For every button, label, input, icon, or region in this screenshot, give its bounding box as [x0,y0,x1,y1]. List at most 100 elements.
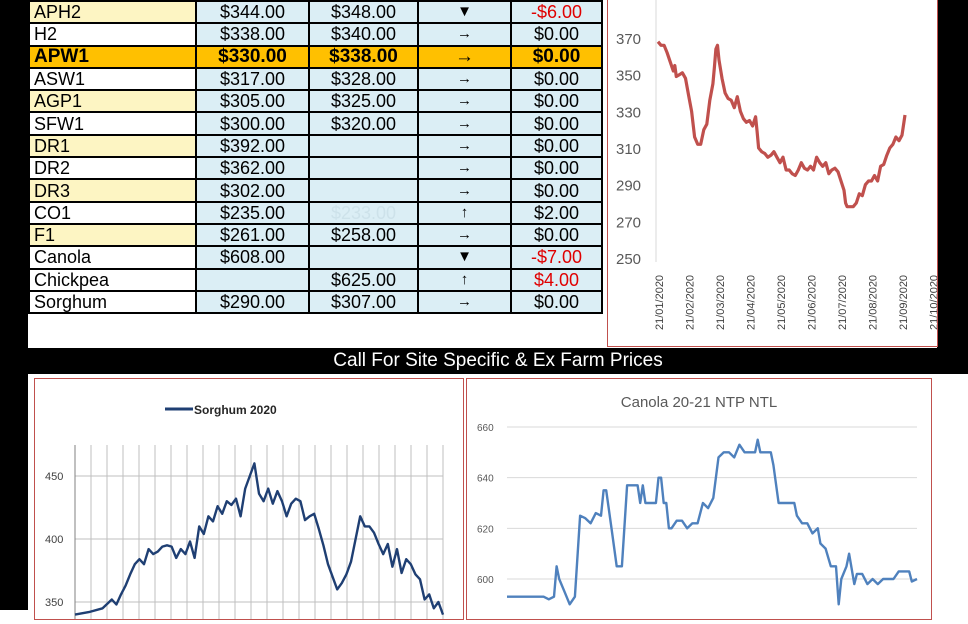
price-change: $0.00 [510,22,603,47]
price-cell-1: $302.00 [195,178,310,203]
commodity-name: CO1 [28,200,197,225]
price-cell-2: $307.00 [308,289,419,315]
trend-arrow: → [417,44,512,69]
commodity-name: SFW1 [28,111,197,136]
price-cell-1: $235.00 [195,200,310,225]
price-row: Chickpea $625.00 ↑ $4.00 [28,267,603,292]
price-cell-1: $330.00 [195,44,310,69]
y-tick-label: 600 [477,575,494,586]
x-tick-label: 21/02/2020 [685,275,697,330]
commodity-name: Sorghum [28,289,197,315]
price-change: $0.00 [510,133,603,159]
price-cell-2: $328.00 [308,66,419,92]
price-cell-1: $317.00 [195,66,310,92]
commodity-name: ASW1 [28,66,197,92]
price-change: -$7.00 [510,245,603,270]
price-cell-1: $608.00 [195,245,310,270]
commodity-name: APW1 [28,44,197,69]
trend-arrow: ▼ [417,245,512,270]
price-cell-1: $261.00 [195,222,310,248]
commodity-name: APH2 [28,0,197,25]
price-cell-1: $338.00 [195,22,310,47]
price-change: $0.00 [510,66,603,92]
price-row: SFW1 $300.00 $320.00 → $0.00 [28,111,603,136]
x-tick-label: 21/07/2020 [837,275,849,330]
trend-arrow: → [417,178,512,203]
price-cell-2 [308,156,419,181]
y-tick-label: 350 [45,597,63,609]
price-row: ASW1 $317.00 $328.00 → $0.00 [28,66,603,92]
trend-arrow: → [417,156,512,181]
y-tick-label: 370 [616,31,641,48]
price-change: $0.00 [510,44,603,69]
price-row: AGP1 $305.00 $325.00 → $0.00 [28,89,603,114]
trend-arrow: → [417,89,512,114]
price-row: H2 $338.00 $340.00 → $0.00 [28,22,603,47]
price-cell-2 [308,245,419,270]
price-row: CO1 $235.00 $233.00 ↑ $2.00 [28,200,603,225]
site-specific-banner: Call For Site Specific & Ex Farm Prices [28,348,968,374]
price-row: Canola $608.00 ▼ -$7.00 [28,245,603,270]
price-row: APW1 $330.00 $338.00 → $0.00 [28,44,603,69]
price-change: $2.00 [510,200,603,225]
price-cell-2: $320.00 [308,111,419,136]
trend-arrow: → [417,222,512,248]
x-tick-label: 21/08/2020 [868,275,880,330]
price-cell-2: $348.00 [308,0,419,25]
price-cell-1: $300.00 [195,111,310,136]
legend-label: Sorghum 2020 [194,403,277,417]
trend-arrow: → [417,111,512,136]
price-cell-2: $338.00 [308,44,419,69]
chart-title: Canola 20-21 NTP NTL [621,394,777,411]
price-cell-2: $340.00 [308,22,419,47]
price-row: F1 $261.00 $258.00 → $0.00 [28,222,603,248]
price-row: DR1 $392.00 → $0.00 [28,133,603,159]
x-tick-label: 21/05/2020 [776,275,788,330]
commodity-name: Chickpea [28,267,197,292]
price-change: $4.00 [510,267,603,292]
price-change: $0.00 [510,111,603,136]
sorghum-chart: 350 400 450 Sorghum 2020 [34,378,464,620]
commodity-name: DR1 [28,133,197,159]
canola-svg: 600 620 640 660 Canola 20-21 NTP NTL [477,394,918,606]
y-tick-label: 350 [616,68,641,85]
price-cell-2: $625.00 [308,267,419,292]
canola-chart: 600 620 640 660 Canola 20-21 NTP NTL [466,378,932,620]
commodity-name: F1 [28,222,197,248]
y-tick-label: 640 [477,474,494,485]
commodity-name: H2 [28,22,197,47]
price-row: DR3 $302.00 → $0.00 [28,178,603,203]
x-tick-label: 21/03/2020 [715,275,727,330]
price-cell-1: $362.00 [195,156,310,181]
right-margin-bar [937,0,968,350]
price-change: $0.00 [510,156,603,181]
trend-arrow: → [417,22,512,47]
price-cell-1 [195,267,310,292]
x-tick-label: 21/06/2020 [807,275,819,330]
y-tick-label: 660 [477,423,494,434]
series-line-sorghum [74,462,445,616]
price-row: Sorghum $290.00 $307.00 → $0.00 [28,289,603,315]
commodity-name: DR3 [28,178,197,203]
trend-arrow: → [417,133,512,159]
x-tick-label: 21/01/2020 [654,275,666,330]
trend-arrow: ▼ [417,0,512,25]
price-change: $0.00 [510,89,603,114]
price-change: -$6.00 [510,0,603,25]
price-change: $0.00 [510,178,603,203]
y-tick-label: 450 [45,471,63,483]
series-line-price [656,40,907,209]
price-cell-1: $305.00 [195,89,310,114]
trend-arrow: → [417,289,512,315]
series-line-canola [507,438,918,606]
price-cell-2: $325.00 [308,89,419,114]
commodity-name: AGP1 [28,89,197,114]
price-cell-2: $258.00 [308,222,419,248]
price-change: $0.00 [510,289,603,315]
y-tick-label: 290 [616,178,641,195]
sorghum-svg: 350 400 450 Sorghum 2020 [45,403,445,619]
left-margin-bar [0,0,28,610]
price-history-chart: 250 270 290 310 330 350 370 21/01/2020 21/02/202… [607,0,941,347]
price-cell-2 [308,133,419,159]
price-row: APH2 $344.00 $348.00 ▼ -$6.00 [28,0,603,25]
